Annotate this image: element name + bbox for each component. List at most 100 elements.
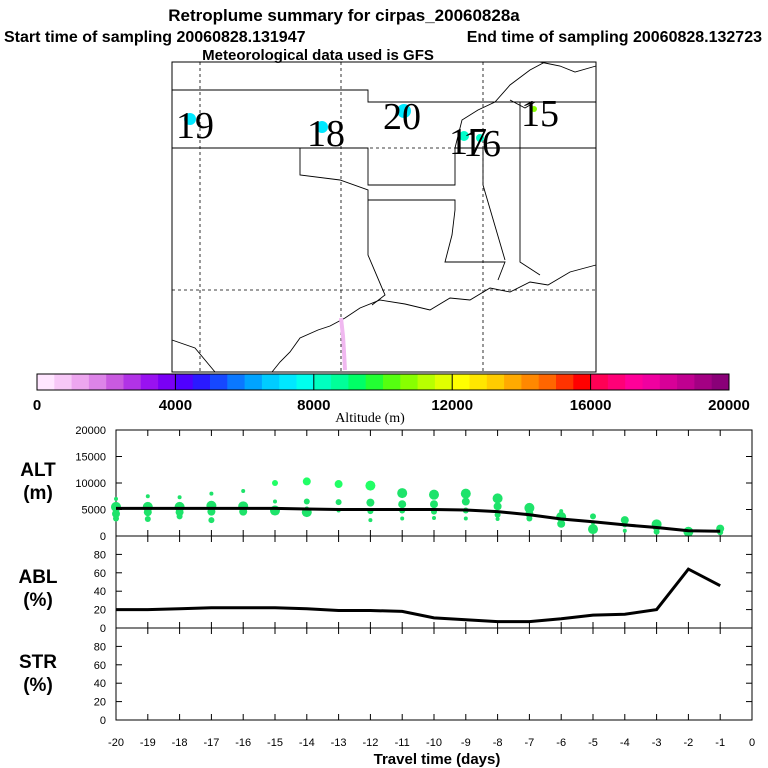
map-day-label: 18 [307, 113, 345, 155]
altitude-cluster-point [145, 494, 150, 499]
colorbar-swatch [261, 374, 280, 390]
altitude-cluster-point [303, 498, 310, 505]
abl-panel-label: ABL [18, 567, 57, 588]
altitude-cluster-point [590, 513, 596, 520]
altitude-cluster-point [208, 517, 215, 524]
colorbar-swatch [521, 374, 540, 390]
colorbar-swatch [417, 374, 436, 390]
start-time-label: Start time of sampling 20060828.131947 [4, 29, 306, 46]
gulf-coastline [271, 264, 597, 373]
colorbar-swatch [227, 374, 245, 390]
y-tick-label: 0 [100, 715, 106, 727]
altitude-cluster-point [368, 518, 373, 523]
altitude-cluster-point [461, 497, 470, 506]
y-tick-label: 20 [94, 697, 106, 709]
altitude-cluster-point [365, 480, 376, 491]
altitude-cluster-point [526, 515, 533, 522]
altitude-cluster-point [398, 500, 407, 509]
alt-panel-unit: (m) [23, 483, 53, 504]
near-surface-trail [339, 317, 347, 371]
colorbar-swatch [486, 374, 505, 390]
altitude-cluster-point [144, 516, 151, 523]
y-tick-label: 40 [94, 586, 106, 598]
map-day-marker [531, 106, 537, 112]
y-tick-label: 60 [94, 568, 106, 580]
colorbar-swatch [296, 374, 315, 390]
map-day-label: 16 [463, 123, 501, 165]
x-tick-label: -19 [140, 737, 156, 749]
colorbar-swatch [642, 374, 661, 390]
altitude-cluster-point [524, 502, 535, 513]
str-panel-label: STR [19, 652, 57, 673]
y-tick-label: 80 [94, 641, 106, 653]
x-axis-title: Travel time (days) [374, 751, 501, 768]
altitude-cluster-point [588, 524, 598, 535]
colorbar-swatch [313, 374, 332, 390]
y-tick-label: 15000 [75, 452, 106, 464]
x-tick-label: -1 [715, 737, 725, 749]
time-series-panels: ALT (m) 0 5000 10000 15000 20000 ABL (%) 0 20… [18, 425, 755, 768]
y-tick-label: 40 [94, 678, 106, 690]
colorbar-swatch [469, 374, 488, 390]
altitude-cluster-point [177, 495, 182, 500]
colorbar-swatch [279, 374, 297, 390]
x-tick-label: -11 [395, 737, 410, 749]
altitude-cluster-point [209, 491, 214, 496]
colorbar-swatch [383, 374, 401, 390]
altitude-cluster-point [335, 499, 342, 506]
panel-frame [115, 535, 753, 629]
x-tick-label: -9 [461, 737, 471, 749]
y-tick-label: 5000 [82, 505, 106, 517]
colorbar-swatch [54, 374, 72, 390]
x-tick-label: -14 [299, 737, 315, 749]
x-axis: Travel time (days) -20 -19 -18 -17 -16 -15 -14… [108, 737, 755, 768]
map-day-marker [397, 104, 411, 118]
map-frame [171, 61, 597, 373]
str-panel: STR (%) 0 20 40 60 80 [19, 627, 753, 727]
str-panel-unit: (%) [23, 675, 53, 696]
colorbar-swatch [625, 374, 643, 390]
end-time-label: End time of sampling 20060828.132723 [467, 29, 762, 46]
colorbar-swatch [659, 374, 678, 390]
x-tick-label: -2 [684, 737, 694, 749]
series-line [116, 506, 721, 533]
alt-panel: ALT (m) 0 5000 10000 15000 20000 [20, 425, 753, 543]
altitude-cluster-point [622, 528, 627, 533]
altitude-cluster-point [495, 517, 500, 522]
colorbar-tick-label: 12000 [431, 397, 473, 414]
colorbar-swatch [538, 374, 557, 390]
colorbar-swatch [590, 374, 609, 390]
y-tick-label: 20 [94, 605, 106, 617]
x-tick-label: -5 [588, 737, 598, 749]
map-day-label: 17 [449, 121, 487, 163]
met-data-label: Meteorological data used is GFS [202, 47, 434, 64]
colorbar-swatch [694, 374, 713, 390]
y-tick-label: 60 [94, 660, 106, 672]
colorbar-swatch [452, 374, 470, 390]
colorbar-swatch [434, 374, 453, 390]
colorbar-swatch [140, 374, 159, 390]
colorbar-swatch [331, 374, 349, 390]
colorbar-swatch [400, 374, 418, 390]
altitude-cluster-point [176, 513, 183, 520]
map-day-label: 15 [521, 93, 559, 135]
colorbar-swatch [123, 374, 142, 390]
altitude-cluster-point [397, 488, 408, 499]
x-tick-label: -4 [620, 737, 630, 749]
colorbar-swatch [37, 374, 55, 390]
x-tick-label: -18 [172, 737, 188, 749]
colorbar-swatch [192, 374, 211, 390]
x-tick-label: -6 [556, 737, 566, 749]
x-tick-label: -3 [652, 737, 662, 749]
colorbar-axis-label: Altitude (m) [335, 411, 405, 426]
altitude-cluster-point [241, 488, 246, 493]
altitude-cluster-point [653, 528, 660, 535]
map-day-marker [184, 113, 196, 125]
x-tick-label: -8 [493, 737, 503, 749]
colorbar-swatch [607, 374, 626, 390]
x-tick-label: -16 [235, 737, 251, 749]
x-tick-label: -12 [362, 737, 378, 749]
altitude-cluster-point [400, 516, 405, 521]
panel-frame [115, 627, 753, 721]
